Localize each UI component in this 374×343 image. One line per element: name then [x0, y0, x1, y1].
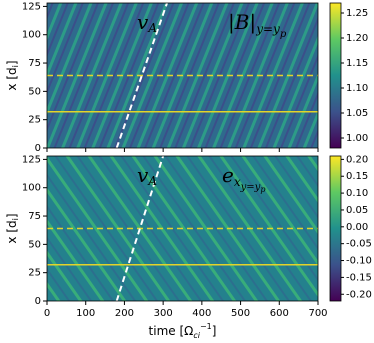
colorbar-tick-label: 1.10	[346, 83, 368, 94]
x-tick-label: 200	[115, 308, 134, 319]
annotation-part: A	[147, 21, 157, 35]
x-tick-label: 600	[270, 308, 289, 319]
alfven-line	[115, 2, 168, 149]
y-axis-label: x [di]	[5, 60, 20, 90]
colorbar-tick-label: -0.05	[346, 239, 372, 250]
y-tick-label: 75	[28, 58, 41, 69]
y-axis-label-part: x [d	[5, 220, 19, 243]
x-tick-label: 0	[44, 308, 50, 319]
y-tick-label: 50	[28, 86, 41, 97]
colorbar-tick-label: 1.00	[346, 133, 368, 144]
annotation-part: y=y	[240, 182, 261, 193]
colorbar-tick-label: 1.20	[346, 33, 368, 44]
colorbar-tick-label: 0.00	[346, 222, 368, 233]
annotation-part: p	[260, 185, 265, 194]
colorbar	[329, 155, 342, 302]
annotation-part: v	[137, 10, 149, 34]
annotation: exy=yp	[222, 163, 265, 195]
y-tick-label: 0	[35, 296, 41, 307]
annotation-part: y=y	[255, 22, 280, 36]
y-axis-label-part: ]	[5, 60, 19, 65]
colorbar-tick-label: -0.15	[346, 272, 372, 283]
colorbar-tick-label: 1.25	[346, 8, 368, 19]
annotation-part: |B|	[228, 10, 256, 35]
y-tick-label: 125	[22, 154, 41, 165]
x-tick-label: 400	[192, 308, 211, 319]
x-axis-label-part: ci	[193, 331, 200, 340]
annotation: |B|y=yp	[228, 10, 287, 40]
y-axis-label: x [di]	[5, 213, 20, 243]
x-tick-label: 500	[231, 308, 250, 319]
annotation: vA	[137, 10, 157, 35]
y-axis-label-part: i	[11, 65, 20, 67]
y-tick-label: 100	[22, 183, 41, 194]
annotation-part: A	[147, 174, 157, 188]
x-axis-label-part: ]	[212, 324, 217, 338]
colorbar-tick-label: 0.20	[346, 154, 368, 165]
y-axis-label-part: ]	[5, 213, 19, 218]
y-tick-label: 25	[28, 268, 41, 279]
y-tick-label: 0	[35, 143, 41, 154]
alfven-line	[115, 155, 165, 302]
colorbar-tick-label: -0.20	[346, 289, 372, 300]
annotation-part: x	[234, 175, 241, 189]
y-tick-label: 125	[22, 1, 41, 12]
colorbar-tick-label: 1.15	[346, 58, 368, 69]
colorbar-tick-label: 0.15	[346, 171, 368, 182]
colorbar-tick-label: 0.05	[346, 205, 368, 216]
plot-frame	[46, 2, 319, 149]
annotation-part: v	[137, 163, 149, 187]
x-axis-label-part: −1	[200, 322, 212, 331]
y-tick-label: 100	[22, 30, 41, 41]
plot-frame	[46, 155, 319, 302]
y-tick-label: 25	[28, 115, 41, 126]
y-tick-label: 75	[28, 211, 41, 222]
colorbar	[329, 2, 342, 149]
colorbar-tick-label: 0.10	[346, 188, 368, 199]
annotation-part: e	[222, 163, 234, 187]
x-axis-label: time [Ωci−1]	[149, 322, 217, 340]
x-tick-label: 100	[76, 308, 95, 319]
y-tick-label: 50	[28, 239, 41, 250]
y-axis-label-part: i	[11, 218, 20, 220]
x-tick-label: 700	[308, 308, 327, 319]
y-axis-label-part: x [d	[5, 67, 19, 90]
colorbar-tick-label: 1.05	[346, 108, 368, 119]
annotation-part: p	[280, 29, 287, 40]
annotation: vA	[137, 163, 157, 188]
x-axis-label-part: time [Ω	[149, 324, 194, 338]
x-tick-label: 300	[154, 308, 173, 319]
colorbar-tick-label: -0.10	[346, 256, 372, 267]
